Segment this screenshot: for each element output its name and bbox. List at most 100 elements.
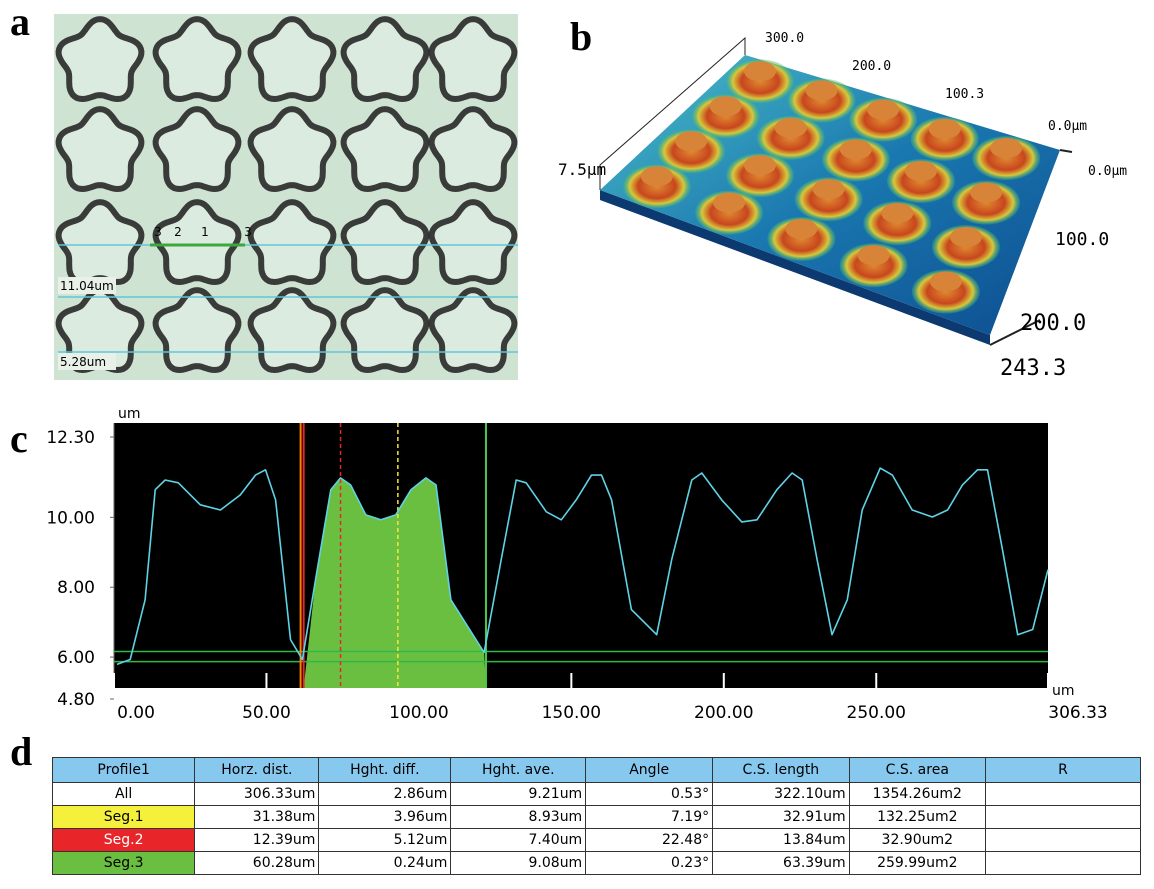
pillar-top xyxy=(949,227,982,248)
axis-label: 0.0μm xyxy=(1088,164,1127,179)
table-cell: 60.28um xyxy=(194,851,320,875)
table-cell: 9.21um xyxy=(450,782,587,806)
table-cell: 7.40um xyxy=(450,828,587,852)
pillar-top xyxy=(881,203,914,224)
header-cell: Angle xyxy=(585,757,714,783)
surface-side xyxy=(600,190,990,345)
axis-line xyxy=(989,149,1073,346)
pillar xyxy=(152,16,242,103)
table-row: Seg.1 31.38um 3.96um 8.93um 7.19° 32.91um 132.… xyxy=(51,805,1142,829)
marker-label: 2 xyxy=(174,225,182,239)
header-cell: R xyxy=(984,757,1142,783)
empty-cell xyxy=(984,782,1142,806)
pillar-top xyxy=(785,218,818,239)
pillar-top xyxy=(743,155,776,176)
plot-area xyxy=(114,423,1048,688)
x-tick-label: 200.00 xyxy=(694,703,753,723)
table-cell: Seg.3 xyxy=(51,851,196,875)
table-cell: 2.86um xyxy=(318,782,452,806)
pillar-top xyxy=(929,271,962,292)
panel-label: b xyxy=(570,14,592,59)
pillar xyxy=(340,287,430,374)
y-tick-label: 6.00 xyxy=(57,648,95,668)
pillar xyxy=(55,106,145,193)
panel-b: 300.0 200.0 100.3 0.0μm 0.0μm 7.5μm 100.0 200.0… xyxy=(558,31,1127,381)
marker-label: 3 xyxy=(154,225,162,239)
pillar xyxy=(428,287,518,374)
pillar-top xyxy=(774,117,807,138)
y-tick-label: 12.30 xyxy=(46,428,95,448)
axis-label: 0.0μm xyxy=(1048,119,1087,134)
header-cell: C.S. length xyxy=(712,757,850,783)
table-cell: 132.25um2 xyxy=(848,805,986,829)
table-cell: Seg.1 xyxy=(51,805,196,829)
pillar-top xyxy=(839,139,872,160)
profile-line xyxy=(116,467,1049,666)
axis-label: 200.0 xyxy=(852,59,891,74)
pillar-top xyxy=(857,245,890,266)
x-tick-label: 0.00 xyxy=(117,703,155,723)
table-row: Seg.3 60.28um 0.24um 9.08um 0.23° 63.39um 259.… xyxy=(51,851,1142,875)
panel-label: d xyxy=(10,729,33,774)
panel-label: c xyxy=(10,416,28,461)
pillar xyxy=(55,16,145,103)
pillar-top xyxy=(713,192,746,213)
axis-label: 200.0 xyxy=(1020,311,1086,336)
table-cell: 0.23° xyxy=(585,851,714,875)
marker-label: 1 xyxy=(201,225,209,239)
x-tick-label: 50.00 xyxy=(242,703,291,723)
table-cell: 322.10um xyxy=(712,782,850,806)
table-cell: 306.33um xyxy=(194,782,320,806)
profile-table: Profile1 Horz. dist. Hght. diff. Hght. ave.… xyxy=(51,757,1142,875)
empty-cell xyxy=(984,805,1142,829)
y-tick-label: 10.00 xyxy=(46,508,95,528)
table-cell: 22.48° xyxy=(585,828,714,852)
table-cell: 8.93um xyxy=(450,805,587,829)
empty-cell xyxy=(984,851,1142,875)
empty-cell xyxy=(984,828,1142,852)
pillar-top xyxy=(744,61,776,82)
y-tick-label: 4.80 xyxy=(57,690,95,710)
marker-label: 3 xyxy=(244,225,252,239)
table-row: Seg.2 12.39um 5.12um 7.40um 22.48° 13.84um 32.… xyxy=(51,828,1142,852)
table-cell: 32.90um2 xyxy=(848,828,986,852)
y-tick-label: 8.00 xyxy=(57,578,95,598)
axis-label: 7.5μm xyxy=(558,160,606,179)
header-row: Profile1 Horz. dist. Hght. diff. Hght. ave.… xyxy=(51,757,1142,783)
x-tick-label: 100.00 xyxy=(389,703,448,723)
table-cell: All xyxy=(51,782,196,806)
header-cell: Hght. ave. xyxy=(450,757,587,783)
table-cell: 5.12um xyxy=(318,828,452,852)
height-label: 5.28um xyxy=(60,355,106,369)
table-cell: 1354.26um2 xyxy=(848,782,986,806)
table-cell: 259.99um2 xyxy=(848,851,986,875)
pillar-top xyxy=(867,99,900,120)
axis-label: 243.3 xyxy=(1000,356,1066,381)
x-tick-label: 150.00 xyxy=(542,703,601,723)
table-cell: 7.19° xyxy=(585,805,714,829)
y-unit: um xyxy=(118,406,141,422)
pillar-top xyxy=(970,182,1003,203)
table-cell: 13.84um xyxy=(712,828,850,852)
table-row: All 306.33um 2.86um 9.21um 0.53° 322.10um 1354… xyxy=(51,782,1142,806)
panel-c: um um 4.80 6.00 8.00 10.00 12.30 0.00 50.00 100.0… xyxy=(46,406,1107,723)
pillar-3d xyxy=(756,115,825,160)
pillar-top xyxy=(805,80,838,101)
table-cell: 0.53° xyxy=(585,782,714,806)
table-cell: 32.91um xyxy=(712,805,850,829)
axis-label: 100.0 xyxy=(1055,229,1109,250)
table-cell: 12.39um xyxy=(194,828,320,852)
x-tick-label: 306.33 xyxy=(1048,703,1107,723)
label-bg xyxy=(58,353,116,370)
pillar xyxy=(428,16,518,103)
pillar-top xyxy=(990,138,1023,159)
pillar xyxy=(340,106,430,193)
height-label: 11.04um xyxy=(60,279,114,293)
table-cell: Seg.2 xyxy=(51,828,196,852)
pillar xyxy=(247,106,337,193)
axis-label: 100.3 xyxy=(945,87,984,102)
pillar xyxy=(340,16,430,103)
